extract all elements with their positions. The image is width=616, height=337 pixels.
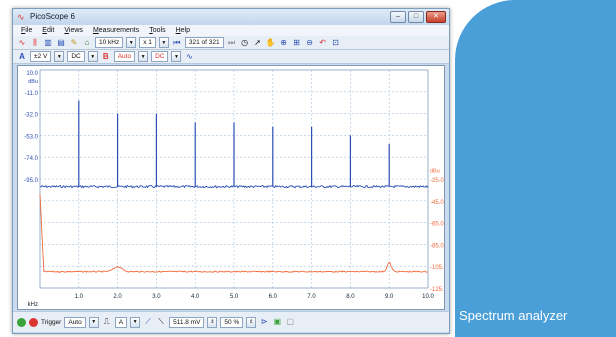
x-axis-tick: 5.0 xyxy=(230,294,239,300)
scope-mode-icon[interactable]: ∿ xyxy=(18,37,26,47)
plot-frame xyxy=(39,69,429,289)
channel-toolbar: A ±2 V ▼ DC ▼ B Auto ▼ DC ▼ ∿ xyxy=(13,50,449,64)
x-axis-tick: 8.0 xyxy=(346,294,355,300)
probe-icon[interactable]: ✎ xyxy=(70,37,78,47)
minimize-button[interactable]: – xyxy=(390,11,406,23)
channel-options-icon[interactable]: ∿ xyxy=(186,51,193,61)
capture-counter: 321 of 321 xyxy=(184,37,224,48)
stop-icon[interactable] xyxy=(29,317,38,327)
pretrigger-field[interactable]: 50 % xyxy=(220,316,244,328)
zoom-area-icon[interactable]: ⊞ xyxy=(293,37,300,47)
left-axis-tick: -95.0 xyxy=(24,178,38,184)
timebase-dropdown-icon[interactable]: ▼ xyxy=(126,37,137,48)
channel-a-label: A xyxy=(19,51,25,61)
x-axis-tick: 2.0 xyxy=(113,294,122,300)
channel-b-coupling[interactable]: DC xyxy=(151,51,169,62)
x-axis-unit: kHz xyxy=(28,302,38,308)
status-bar: Trigger Auto ▼ ⎍ A ▼ ⟋ ⟍ 511.8 mV ⇕ 50 %… xyxy=(13,311,449,332)
right-axis-tick: -45.0 xyxy=(430,200,444,206)
pretrigger-spin-icon[interactable]: ⇕ xyxy=(246,316,257,328)
title-bar: ∿ PicoScope 6 – □ ✕ xyxy=(13,9,449,25)
zoom-select[interactable]: x 1 xyxy=(139,37,156,48)
window-title: PicoScope 6 xyxy=(30,12,75,21)
x-axis-tick: 3.0 xyxy=(152,294,161,300)
persistence-mode-icon[interactable]: ⫼ xyxy=(33,37,37,47)
x-axis-tick: 6.0 xyxy=(269,294,278,300)
left-axis-unit: dBu xyxy=(28,79,38,85)
left-axis-tick: 10.0 xyxy=(26,71,38,77)
close-button[interactable]: ✕ xyxy=(426,11,446,23)
hand-icon[interactable]: ✋ xyxy=(265,37,276,47)
trigger-mode-dropdown-icon[interactable]: ▼ xyxy=(88,316,99,328)
trigger-channel-select[interactable]: A xyxy=(114,316,128,328)
channel-a-coupling[interactable]: DC xyxy=(67,51,85,62)
x-axis-tick: 9.0 xyxy=(385,294,394,300)
channel-b-range[interactable]: Auto xyxy=(113,51,136,62)
channel-b-range-dropdown-icon[interactable]: ▼ xyxy=(138,51,149,62)
zoom-in-icon[interactable]: ⊕ xyxy=(280,37,287,47)
right-axis-tick: -105.0 xyxy=(430,265,444,271)
trigger-edge-icon[interactable]: ⟋ xyxy=(145,317,151,326)
threshold-spin-icon[interactable]: ⇕ xyxy=(207,316,218,328)
app-logo-icon: ∿ xyxy=(17,12,25,22)
x-axis-tick: 10.0 xyxy=(422,294,434,300)
rising-edge-icon[interactable]: ⎍ xyxy=(103,317,110,326)
pointer-icon[interactable]: ➚ xyxy=(254,37,261,47)
first-capture-icon[interactable]: ⏮ xyxy=(173,37,181,47)
right-axis-tick: -25.0 xyxy=(430,178,444,184)
x-axis-tick: 1.0 xyxy=(75,294,84,300)
channel-a-coupling-dropdown-icon[interactable]: ▼ xyxy=(87,51,98,62)
spectrum-plot[interactable]: 10.0 -11.0 -32.0 -53.0 -74.0 -95.0 dBu -25.0 -45… xyxy=(17,65,445,310)
menu-views[interactable]: Views xyxy=(64,27,83,34)
undo-zoom-icon[interactable]: ↶ xyxy=(319,37,326,47)
left-axis-tick: -53.0 xyxy=(24,134,38,140)
right-axis-unit: dBu xyxy=(430,168,440,174)
channel-a-range[interactable]: ±2 V xyxy=(30,51,52,62)
menu-tools[interactable]: Tools xyxy=(149,27,166,34)
left-axis-tick: -32.0 xyxy=(24,113,38,119)
home-icon[interactable]: ⌂ xyxy=(84,37,90,47)
trigger-label: Trigger xyxy=(41,318,62,326)
trigger-mode-select[interactable]: Auto xyxy=(64,316,86,328)
picoscope-window: ∿ PicoScope 6 – □ ✕ File Edit Views Meas… xyxy=(12,8,450,334)
menu-bar: File Edit Views Measurements Tools Help xyxy=(13,25,449,36)
clock-icon[interactable]: ◷ xyxy=(241,37,249,47)
spectrum-options-icon[interactable]: ▤ xyxy=(57,37,65,47)
falling-edge-icon[interactable]: ⟍ xyxy=(158,317,164,326)
notes-icon[interactable]: ▣ xyxy=(273,317,282,326)
channel-b-trace xyxy=(39,194,429,273)
zoom-fit-icon[interactable]: ⊡ xyxy=(332,37,339,47)
left-axis-tick: -11.0 xyxy=(25,91,39,97)
menu-measurements[interactable]: Measurements xyxy=(92,27,140,34)
menu-edit[interactable]: Edit xyxy=(42,27,55,34)
timebase-select[interactable]: 10 kHz xyxy=(95,37,124,48)
trigger-channel-dropdown-icon[interactable]: ▼ xyxy=(130,316,141,328)
right-axis-tick: -65.0 xyxy=(430,222,444,228)
main-toolbar: ∿ ⫼ ▥ ▤ ✎ ⌂ 10 kHz ▼ x 1 ▼ ⏮ 321 of 321 … xyxy=(13,36,449,50)
menu-file[interactable]: File xyxy=(21,27,33,34)
next-capture-icon[interactable]: ⏭ xyxy=(228,37,236,47)
trigger-threshold[interactable]: 511.8 mV xyxy=(169,316,205,328)
menu-help[interactable]: Help xyxy=(175,27,190,34)
channel-b-label: B xyxy=(102,51,109,61)
start-icon[interactable] xyxy=(17,317,26,327)
caption: Spectrum analyzer xyxy=(459,308,568,323)
x-axis-tick: 4.0 xyxy=(191,294,200,300)
maximize-button[interactable]: □ xyxy=(408,11,424,23)
channel-b-coupling-dropdown-icon[interactable]: ▼ xyxy=(171,51,182,62)
right-axis-tick: -125.0 xyxy=(430,287,444,293)
left-axis-tick: -74.0 xyxy=(24,156,38,162)
right-axis-tick: -85.0 xyxy=(430,243,444,249)
zoom-dropdown-icon[interactable]: ▼ xyxy=(158,37,169,48)
channel-a-range-dropdown-icon[interactable]: ▼ xyxy=(54,51,65,62)
spectrum-mode-icon[interactable]: ▥ xyxy=(44,37,52,47)
promo-panel: Spectrum analyzer xyxy=(455,0,616,337)
channels-icon[interactable]: ▢ xyxy=(286,317,295,326)
x-axis-tick: 7.0 xyxy=(307,294,316,300)
zoom-out-icon[interactable]: ⊖ xyxy=(306,37,313,47)
delay-icon[interactable]: ⊳ xyxy=(260,317,268,326)
